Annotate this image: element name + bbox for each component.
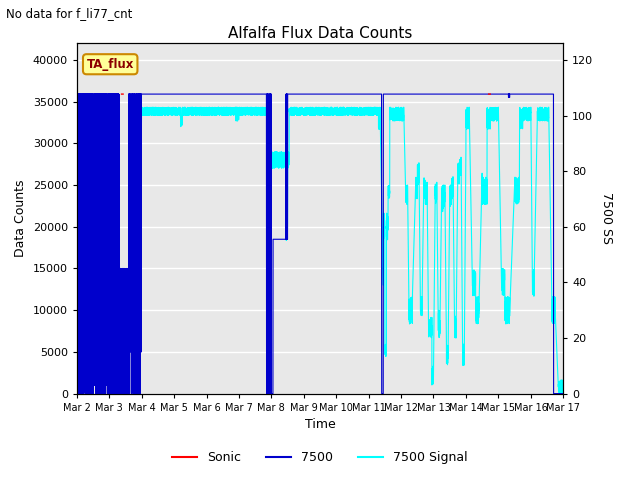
Text: TA_flux: TA_flux xyxy=(86,58,134,71)
Legend: Sonic, 7500, 7500 Signal: Sonic, 7500, 7500 Signal xyxy=(167,446,473,469)
Y-axis label: 7500 SS: 7500 SS xyxy=(600,192,612,244)
Title: Alfalfa Flux Data Counts: Alfalfa Flux Data Counts xyxy=(228,25,412,41)
Text: No data for f_li77_cnt: No data for f_li77_cnt xyxy=(6,7,132,20)
Y-axis label: Data Counts: Data Counts xyxy=(14,180,27,257)
X-axis label: Time: Time xyxy=(305,418,335,431)
